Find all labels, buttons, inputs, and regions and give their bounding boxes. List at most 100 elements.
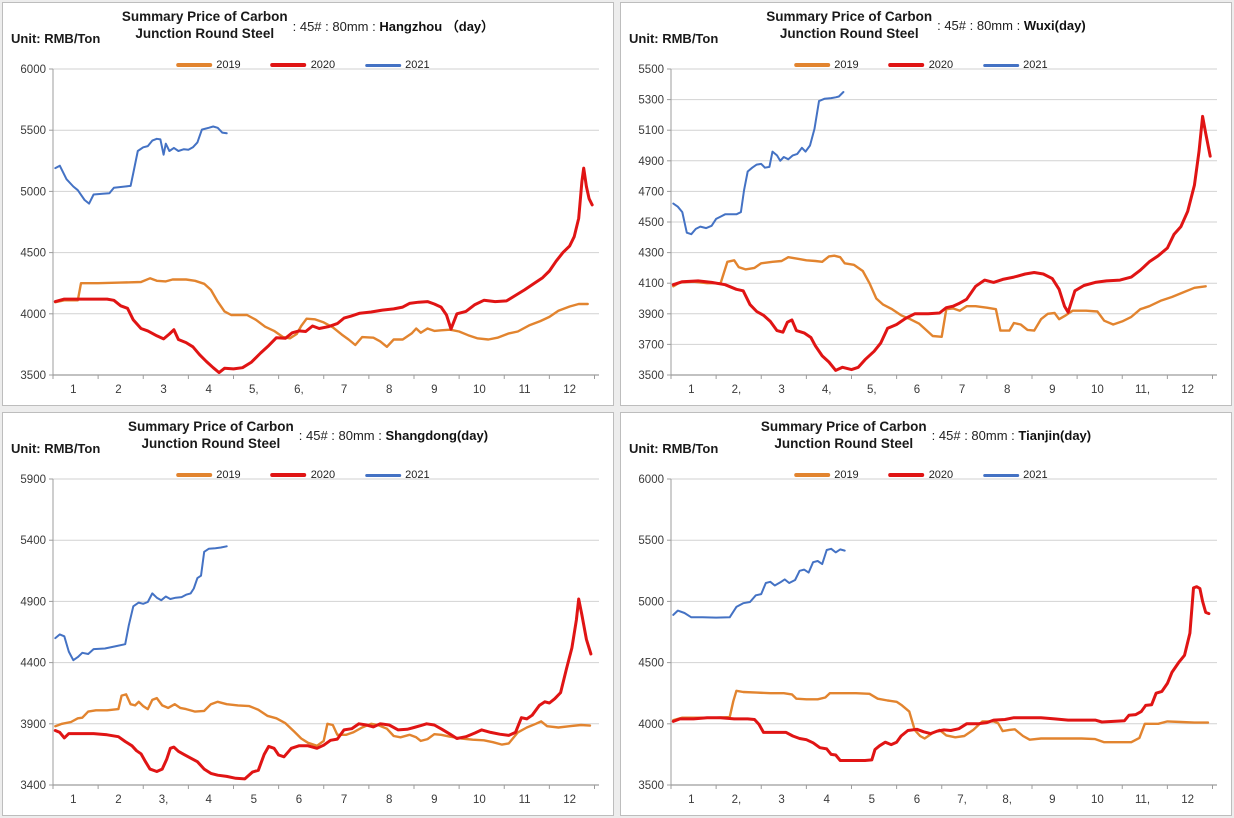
x-tick-label: 2,	[732, 794, 742, 806]
x-tick-label: 4	[205, 384, 212, 396]
x-tick-label: 10	[1091, 384, 1104, 396]
chart-title: Summary Price of Carbon Junction Round S…	[3, 413, 613, 453]
y-tick-label: 4500	[638, 217, 664, 229]
y-tick-label: 4000	[638, 719, 664, 731]
y-tick-label: 5300	[638, 95, 664, 107]
chart-title: Summary Price of Carbon Junction Round S…	[621, 3, 1231, 43]
chart-title: Summary Price of Carbon Junction Round S…	[3, 3, 613, 43]
title-line-2: Junction Round Steel	[779, 25, 919, 41]
series-line-2019	[54, 277, 589, 348]
legend-label: 2021	[1023, 59, 1048, 71]
legend-item-2019: 2019	[794, 59, 859, 71]
legend-item-2021: 2021	[983, 59, 1048, 71]
x-tick-label: 8,	[1002, 794, 1012, 806]
x-tick-label: 4	[823, 794, 830, 806]
x-tick-label: 8	[386, 384, 392, 396]
chart-header: Unit: RMB/Ton Summary Price of Carbon Ju…	[3, 3, 613, 59]
x-tick-label: 12	[1181, 384, 1194, 396]
y-tick-label: 3900	[20, 719, 46, 731]
legend-item-2019: 2019	[794, 469, 859, 481]
x-tick-label: 1	[70, 794, 76, 806]
legend-label: 2021	[405, 59, 430, 71]
title-line-2: Junction Round Steel	[774, 435, 914, 451]
city-label: Tianjin(day)	[1018, 428, 1092, 444]
x-tick-label: 10	[473, 384, 486, 396]
unit-label: Unit: RMB/Ton	[11, 31, 101, 46]
title-spec: : 45# : 80mm : Wuxi(day)	[937, 18, 1086, 33]
chart-header: Unit: RMB/Ton Summary Price of Carbon Ju…	[621, 413, 1231, 469]
title-line-1: Summary Price of Carbon	[766, 9, 933, 24]
y-tick-label: 3400	[20, 780, 46, 792]
chart-header: Unit: RMB/Ton Summary Price of Carbon Ju…	[3, 413, 613, 469]
x-tick-label: 3	[778, 384, 784, 396]
x-tick-label: 3,	[159, 794, 169, 806]
x-tick-label: 7	[341, 794, 347, 806]
y-tick-label: 5000	[638, 596, 664, 608]
x-tick-label: 10	[1091, 794, 1104, 806]
legend-item-2021: 2021	[983, 469, 1048, 481]
title-main: Summary Price of Carbon Junction Round S…	[122, 9, 288, 43]
x-tick-label: 3	[160, 384, 166, 396]
legend-label: 2019	[834, 59, 859, 71]
spec-text: : 45# : 80mm :	[937, 18, 1021, 34]
x-tick-label: 4	[205, 794, 212, 806]
x-tick-label: 9	[431, 794, 437, 806]
legend-label: 2020	[928, 469, 954, 481]
title-spec: : 45# : 80mm : Tianjin(day)	[932, 428, 1091, 443]
x-tick-label: 11	[519, 794, 531, 806]
city-label: Wuxi(day)	[1023, 18, 1086, 34]
series-line-2020	[671, 114, 1212, 372]
legend-swatch	[365, 473, 402, 477]
legend: 2019 2020 2021	[176, 59, 430, 71]
x-tick-label: 1	[688, 384, 694, 396]
x-tick-label: 5	[251, 794, 257, 806]
y-tick-label: 3700	[638, 339, 664, 351]
legend-swatch	[888, 473, 925, 477]
legend-label: 2020	[928, 59, 954, 71]
series-line-2021	[54, 125, 228, 205]
city-label: Hangzhou （day）	[379, 19, 495, 35]
x-tick-label: 2	[115, 384, 121, 396]
x-tick-label: 5	[869, 794, 875, 806]
series-line-2019	[54, 693, 592, 747]
y-tick-label: 4500	[20, 248, 46, 260]
chart-panel-wuxi: Unit: RMB/Ton Summary Price of Carbon Ju…	[620, 2, 1232, 406]
title-line-1: Summary Price of Carbon	[127, 419, 294, 434]
x-tick-label: 11	[519, 384, 531, 396]
legend-swatch	[888, 63, 925, 67]
title-spec: : 45# : 80mm : Hangzhou （day）	[293, 16, 495, 35]
x-tick-label: 1	[688, 794, 694, 806]
unit-label: Unit: RMB/Ton	[629, 441, 719, 456]
x-tick-label: 12	[563, 384, 576, 396]
x-tick-label: 7,	[957, 794, 967, 806]
series-line-2020	[53, 166, 594, 375]
legend-swatch	[270, 63, 307, 67]
x-tick-label: 9	[431, 384, 437, 396]
x-tick-label: 1	[70, 384, 76, 396]
title-main: Summary Price of Carbon Junction Round S…	[761, 419, 927, 453]
chart-panel-tianjin: Unit: RMB/Ton Summary Price of Carbon Ju…	[620, 412, 1232, 816]
title-line-2: Junction Round Steel	[135, 25, 275, 41]
chart-title: Summary Price of Carbon Junction Round S…	[621, 413, 1231, 453]
x-tick-label: 5,	[249, 384, 259, 396]
legend-item-2021: 2021	[365, 59, 430, 71]
chart-panel-shangdong: Unit: RMB/Ton Summary Price of Carbon Ju…	[2, 412, 614, 816]
y-tick-label: 3500	[638, 370, 664, 382]
unit-label: Unit: RMB/Ton	[11, 441, 101, 456]
y-tick-label: 4500	[638, 658, 664, 670]
y-tick-label: 3500	[638, 780, 664, 792]
chart-panel-hangzhou: Unit: RMB/Ton Summary Price of Carbon Ju…	[2, 2, 614, 406]
legend-swatch	[176, 473, 213, 477]
x-tick-label: 8	[1004, 384, 1010, 396]
series-line-2019	[672, 254, 1207, 338]
legend-item-2020: 2020	[888, 469, 954, 481]
spec-text: : 45# : 80mm :	[931, 428, 1015, 444]
y-tick-label: 3500	[20, 370, 46, 382]
series-line-2021	[672, 91, 845, 236]
series-line-2021	[672, 547, 846, 619]
legend-swatch	[983, 473, 1020, 477]
legend-label: 2019	[216, 59, 241, 71]
legend: 2019 2020 2021	[794, 59, 1048, 71]
legend-label: 2020	[310, 469, 336, 481]
